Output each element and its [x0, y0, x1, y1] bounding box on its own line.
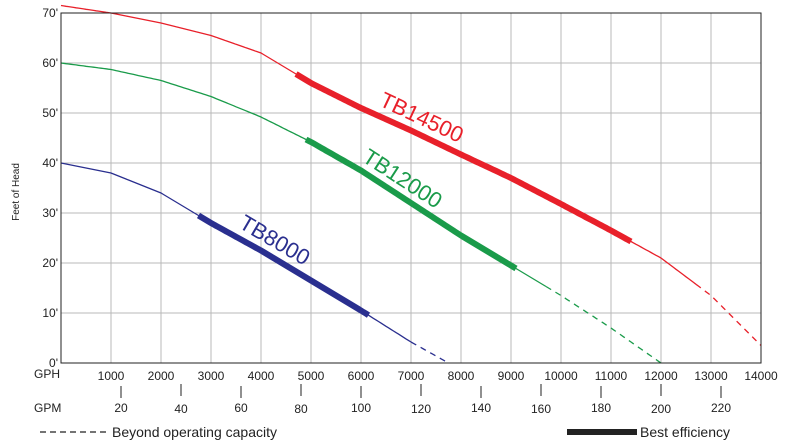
gpm-tick-label: 200 — [651, 402, 671, 416]
gph-tick-label: 9000 — [498, 369, 525, 383]
tb8000-best-efficiency-band — [196, 212, 371, 318]
gpm-tick-label: 180 — [591, 401, 611, 415]
legend-dashed-label: Beyond operating capacity — [112, 424, 277, 440]
gph-unit-label: GPH — [34, 367, 60, 381]
legend-solid-label: Best efficiency — [640, 424, 730, 440]
tb12000-beyond-capacity-dashed — [545, 285, 662, 364]
y-axis-ticks: 0' 10' 20' 30' 40' 50' 60' 70' — [42, 6, 58, 370]
gpm-unit-label: GPM — [34, 401, 61, 415]
tb12000-best-efficiency-band — [304, 136, 518, 272]
gph-tick-label: 6000 — [348, 369, 375, 383]
gpm-tick-label: 80 — [294, 402, 308, 416]
plot-frame — [60, 12, 762, 364]
gph-tick-label: 3000 — [198, 369, 225, 383]
legend: Beyond operating capacity Best efficienc… — [40, 424, 730, 440]
gpm-tick-label: 120 — [411, 402, 431, 416]
gpm-tick-label: 100 — [351, 401, 371, 415]
gph-tick-label: 12000 — [644, 369, 678, 383]
gph-tick-label: 7000 — [398, 369, 425, 383]
gpm-tick-label: 140 — [471, 401, 491, 415]
y-tick-label: 0' — [49, 356, 58, 370]
gpm-tick-label: 20 — [114, 401, 128, 415]
tb14500-beyond-capacity-dashed — [695, 283, 762, 346]
y-tick-label: 30' — [42, 206, 58, 220]
y-tick-label: 60' — [42, 56, 58, 70]
y-tick-label: 40' — [42, 156, 58, 170]
gpm-axis-ticks: 20 40 60 80 100 120 140 160 180 200 220 — [114, 384, 731, 416]
grid — [61, 13, 761, 363]
gph-tick-label: 4000 — [248, 369, 275, 383]
gph-tick-label: 14000 — [744, 369, 778, 383]
gpm-tick-label: 60 — [234, 401, 248, 415]
gph-tick-label: 8000 — [448, 369, 475, 383]
tb14500-best-efficiency-band — [294, 71, 633, 245]
gph-tick-label: 1000 — [98, 369, 125, 383]
gph-axis-ticks: 1000 2000 3000 4000 5000 6000 7000 8000 9000 1000… — [98, 369, 778, 383]
gph-tick-label: 11000 — [595, 369, 628, 383]
gpm-tick-label: 160 — [531, 402, 551, 416]
gph-tick-label: 10000 — [544, 369, 578, 383]
gpm-tick-label: 40 — [174, 402, 188, 416]
gph-tick-label: 2000 — [148, 369, 175, 383]
gpm-tick-label: 220 — [711, 401, 731, 415]
y-tick-label: 50' — [42, 106, 58, 120]
gph-tick-label: 5000 — [298, 369, 325, 383]
gph-tick-label: 13000 — [694, 369, 728, 383]
y-axis-title: Feet of Head — [11, 163, 22, 221]
tb8000-beyond-capacity-dashed — [410, 341, 449, 364]
y-tick-label: 70' — [42, 6, 58, 20]
y-tick-label: 10' — [42, 306, 58, 320]
y-tick-label: 20' — [42, 256, 58, 270]
